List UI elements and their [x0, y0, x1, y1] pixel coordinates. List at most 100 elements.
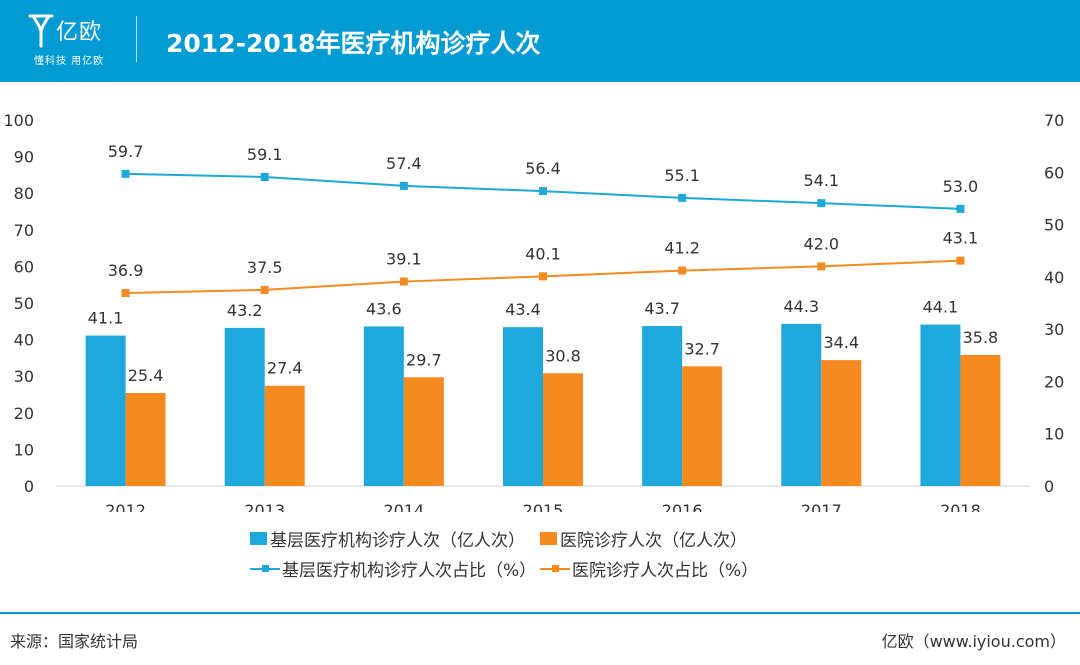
page-title: 2012-2018年医疗机构诊疗人次	[166, 29, 541, 58]
footer-divider	[0, 612, 1080, 614]
line-point-marker	[956, 256, 965, 265]
bar-hospital-visits	[682, 366, 723, 486]
bar-data-label: 44.3	[783, 297, 819, 316]
left-axis-tick-label: 60	[14, 257, 34, 276]
x-axis-tick-label: 2012	[105, 501, 146, 512]
bar-hospital-visits	[960, 354, 1001, 486]
bar-data-label: 29.7	[406, 350, 442, 369]
line-point-marker	[678, 193, 687, 202]
legend-item-hospital-visits: 医院诊疗人次（亿人次）	[540, 526, 747, 551]
chart-canvas: 0 10 20 30 40 50 60 70 80 90 100 0 10 20 30 40 50 60 70 41.…	[3, 111, 1064, 512]
bar-hospital-visits	[403, 377, 444, 486]
left-axis-tick-label: 90	[14, 148, 34, 167]
bar-data-label: 43.4	[505, 300, 541, 319]
bar-data-label: 27.4	[267, 359, 303, 378]
legend-label: 医院诊疗人次（亿人次）	[560, 531, 747, 551]
line-point-marker	[539, 187, 547, 196]
left-axis-tick-label: 70	[14, 221, 34, 240]
line-data-label: 56.4	[525, 159, 561, 178]
line-point-marker	[539, 272, 547, 281]
line-data-label: 43.1	[943, 229, 979, 248]
bar-data-label: 35.8	[963, 328, 999, 347]
right-axis-tick-label: 60	[1044, 163, 1064, 182]
legend-item-hospital-share: 医院诊疗人次占比（%）	[540, 556, 758, 581]
line-point-marker	[817, 199, 826, 208]
bar-basic-visits	[224, 327, 265, 486]
bar-basic-visits	[363, 326, 404, 486]
right-axis-tick-label: 30	[1044, 320, 1064, 339]
bar-data-label: 41.1	[88, 309, 124, 328]
line-data-label: 36.9	[108, 261, 144, 280]
line-data-label: 59.7	[108, 142, 144, 161]
line-point-marker	[678, 266, 687, 275]
right-axis-tick-label: 0	[1044, 477, 1054, 496]
right-axis-tick-label: 70	[1044, 111, 1064, 130]
bar-data-label: 32.7	[684, 339, 720, 358]
line-data-label: 59.1	[247, 145, 283, 164]
source-note: 来源：国家统计局	[10, 632, 139, 651]
line-data-label: 42.0	[803, 234, 839, 253]
line-point-marker	[399, 277, 408, 286]
right-axis-tick-label: 40	[1044, 268, 1064, 287]
legend-swatch-orange-bar	[540, 532, 557, 545]
bar-basic-visits	[781, 323, 822, 486]
logo-tagline: 懂科技 用亿欧	[34, 56, 105, 67]
x-axis-tick-label: 2016	[662, 501, 703, 512]
bar-hospital-visits	[125, 393, 166, 486]
brand-link[interactable]: 亿欧（www.iyiou.com）	[881, 632, 1066, 651]
left-axis-tick-label: 20	[14, 404, 34, 423]
legend-swatch-orange-line	[540, 562, 570, 575]
x-axis-tick-label: 2013	[244, 501, 285, 512]
chart-legend: 基层医疗机构诊疗人次（亿人次） 医院诊疗人次（亿人次） 基层医疗机构诊疗人次占比…	[250, 526, 810, 586]
header-banner: 亿欧 懂科技 用亿欧 2012-2018年医疗机构诊疗人次	[0, 0, 1080, 82]
line-data-label: 55.1	[664, 166, 700, 185]
bar-basic-visits	[85, 335, 126, 486]
legend-swatch-blue-bar	[250, 532, 267, 545]
x-axis-tick-label: 2014	[383, 501, 424, 512]
line-data-label: 53.0	[943, 177, 979, 196]
brand-logo[interactable]: 亿欧 懂科技 用亿欧	[22, 10, 122, 70]
bar-basic-visits	[503, 327, 543, 486]
bar-hospital-visits	[264, 385, 305, 486]
bar-data-label: 34.4	[823, 333, 859, 352]
left-axis-tick-label: 40	[14, 331, 34, 350]
legend-label: 医院诊疗人次占比（%）	[572, 561, 759, 581]
line-data-label: 37.5	[247, 258, 283, 277]
bar-basic-visits	[920, 324, 961, 486]
bar-data-label: 43.7	[644, 299, 680, 318]
bar-data-label: 43.6	[366, 299, 402, 318]
left-axis-tick-label: 100	[3, 111, 34, 130]
right-axis-tick-label: 10	[1044, 425, 1064, 444]
left-axis-tick-label: 0	[24, 477, 34, 496]
legend-item-basic-share: 基层医疗机构诊疗人次占比（%）	[250, 556, 536, 581]
legend-swatch-blue-line	[250, 562, 280, 575]
x-axis-tick-label: 2018	[940, 501, 981, 512]
bar-data-label: 30.8	[545, 346, 581, 365]
x-axis-tick-label: 2017	[801, 501, 842, 512]
bar-hospital-visits	[821, 360, 862, 486]
header-divider	[136, 16, 137, 62]
bar-data-label: 25.4	[128, 366, 164, 385]
line-point-marker	[956, 204, 965, 213]
right-axis-tick-label: 20	[1044, 372, 1064, 391]
line-point-marker	[260, 285, 269, 294]
bar-basic-visits	[642, 326, 683, 486]
line-point-marker	[817, 262, 826, 271]
left-axis-tick-label: 30	[14, 367, 34, 386]
left-axis-tick-label: 80	[14, 184, 34, 203]
line-point-marker	[260, 172, 269, 181]
left-axis-tick-label: 50	[14, 294, 34, 313]
x-axis-tick-label: 2015	[523, 501, 564, 512]
line-data-label: 40.1	[525, 244, 561, 263]
line-point-marker	[399, 181, 408, 190]
line-point-marker	[121, 169, 130, 178]
right-axis-tick-label: 50	[1044, 216, 1064, 235]
left-axis-tick-label: 10	[14, 440, 34, 459]
bar-data-label: 43.2	[227, 301, 263, 320]
legend-label: 基层医疗机构诊疗人次占比（%）	[282, 561, 537, 581]
line-point-marker	[121, 289, 130, 298]
logo-mark-icon	[28, 14, 54, 48]
line-data-label: 39.1	[386, 250, 422, 269]
logo-text: 亿欧	[56, 20, 103, 45]
bar-hospital-visits	[543, 373, 583, 486]
